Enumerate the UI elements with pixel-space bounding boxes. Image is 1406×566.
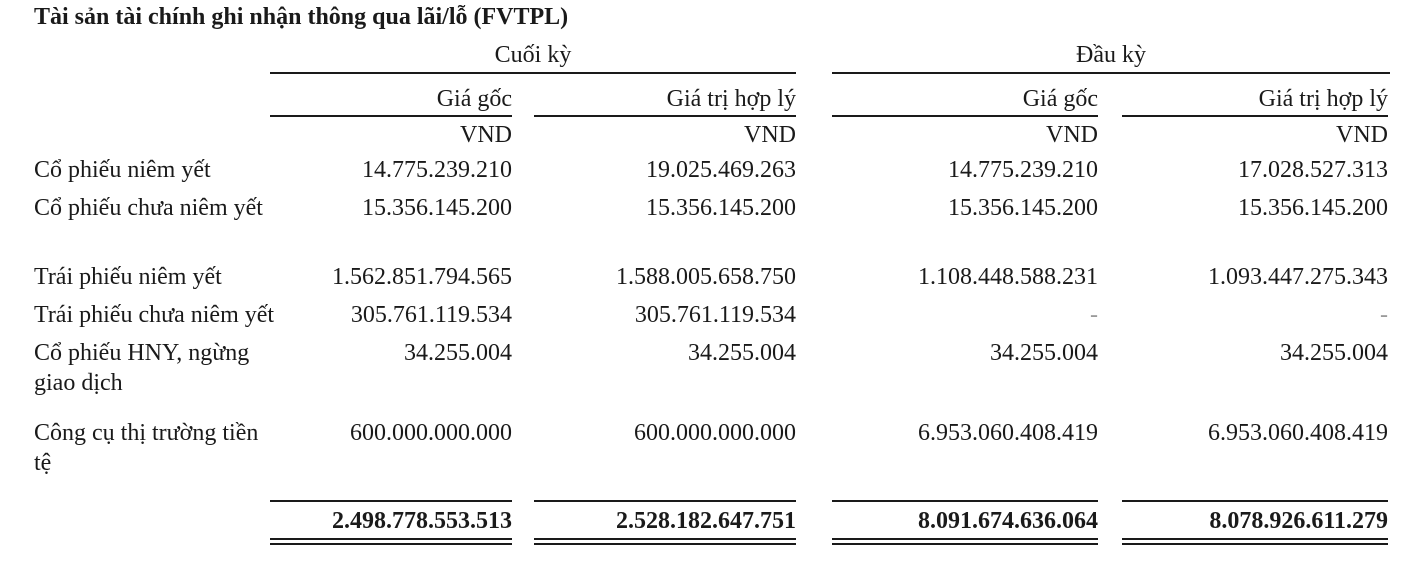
table-cell: 34.255.004 bbox=[688, 340, 796, 366]
total-overline bbox=[1122, 500, 1388, 502]
row-label: Cổ phiếu HNY, ngừng giao dịch bbox=[34, 340, 250, 396]
total-cell: 2.528.182.647.751 bbox=[616, 508, 796, 534]
table-cell: - bbox=[1090, 302, 1098, 328]
row-label: Cổ phiếu niêm yết bbox=[34, 157, 211, 183]
table-cell: 1.588.005.658.750 bbox=[616, 264, 796, 290]
table-cell: 15.356.145.200 bbox=[948, 195, 1098, 221]
total-cell: 8.091.674.636.064 bbox=[918, 508, 1098, 534]
table-cell: 305.761.119.534 bbox=[350, 302, 512, 328]
column-underline bbox=[534, 115, 796, 117]
currency-label: VND bbox=[460, 122, 512, 148]
total-overline bbox=[270, 500, 512, 502]
column-header-cost-end: Giá gốc bbox=[436, 86, 512, 112]
total-double-underline bbox=[534, 538, 796, 545]
total-cell: 2.498.778.553.513 bbox=[332, 508, 512, 534]
table-cell: 19.025.469.263 bbox=[646, 157, 796, 183]
row-label: Công cụ thị trường tiền tệ bbox=[34, 420, 259, 476]
table-cell: 34.255.004 bbox=[990, 340, 1098, 366]
group-underline-end-period bbox=[270, 72, 796, 74]
table-cell: 305.761.119.534 bbox=[634, 302, 796, 328]
total-overline bbox=[534, 500, 796, 502]
total-cell: 8.078.926.611.279 bbox=[1209, 508, 1388, 534]
total-overline bbox=[832, 500, 1098, 502]
group-header-end-period: Cuối kỳ bbox=[494, 42, 572, 68]
column-header-fair-value-end: Giá trị hợp lý bbox=[666, 86, 796, 112]
table-cell: 1.562.851.794.565 bbox=[332, 264, 512, 290]
table-cell: - bbox=[1380, 302, 1388, 328]
currency-label: VND bbox=[744, 122, 796, 148]
row-label: Trái phiếu niêm yết bbox=[34, 264, 222, 290]
column-underline bbox=[1122, 115, 1388, 117]
currency-label: VND bbox=[1046, 122, 1098, 148]
table-cell: 15.356.145.200 bbox=[646, 195, 796, 221]
column-header-cost-begin: Giá gốc bbox=[1022, 86, 1098, 112]
table-cell: 600.000.000.000 bbox=[350, 420, 512, 446]
table-cell: 34.255.004 bbox=[404, 340, 512, 366]
table-cell: 15.356.145.200 bbox=[1238, 195, 1388, 221]
table-cell: 600.000.000.000 bbox=[634, 420, 796, 446]
total-double-underline bbox=[270, 538, 512, 545]
total-double-underline bbox=[832, 538, 1098, 545]
table-cell: 14.775.239.210 bbox=[948, 157, 1098, 183]
table-title: Tài sản tài chính ghi nhận thông qua lãi… bbox=[34, 4, 569, 30]
table-cell: 34.255.004 bbox=[1280, 340, 1388, 366]
table-cell: 17.028.527.313 bbox=[1238, 157, 1388, 183]
table-cell: 6.953.060.408.419 bbox=[918, 420, 1098, 446]
group-underline-begin-period bbox=[832, 72, 1390, 74]
table-cell: 6.953.060.408.419 bbox=[1208, 420, 1388, 446]
column-underline bbox=[832, 115, 1098, 117]
currency-label: VND bbox=[1336, 122, 1388, 148]
table-cell: 14.775.239.210 bbox=[362, 157, 512, 183]
total-double-underline bbox=[1122, 538, 1388, 545]
table-cell: 1.093.447.275.343 bbox=[1208, 264, 1388, 290]
column-underline bbox=[270, 115, 512, 117]
column-header-fair-value-begin: Giá trị hợp lý bbox=[1258, 86, 1388, 112]
row-label: Trái phiếu chưa niêm yết bbox=[34, 302, 274, 328]
table-cell: 1.108.448.588.231 bbox=[918, 264, 1098, 290]
row-label: Cổ phiếu chưa niêm yết bbox=[34, 195, 263, 221]
table-cell: 15.356.145.200 bbox=[362, 195, 512, 221]
group-header-begin-period: Đầu kỳ bbox=[1076, 42, 1146, 68]
